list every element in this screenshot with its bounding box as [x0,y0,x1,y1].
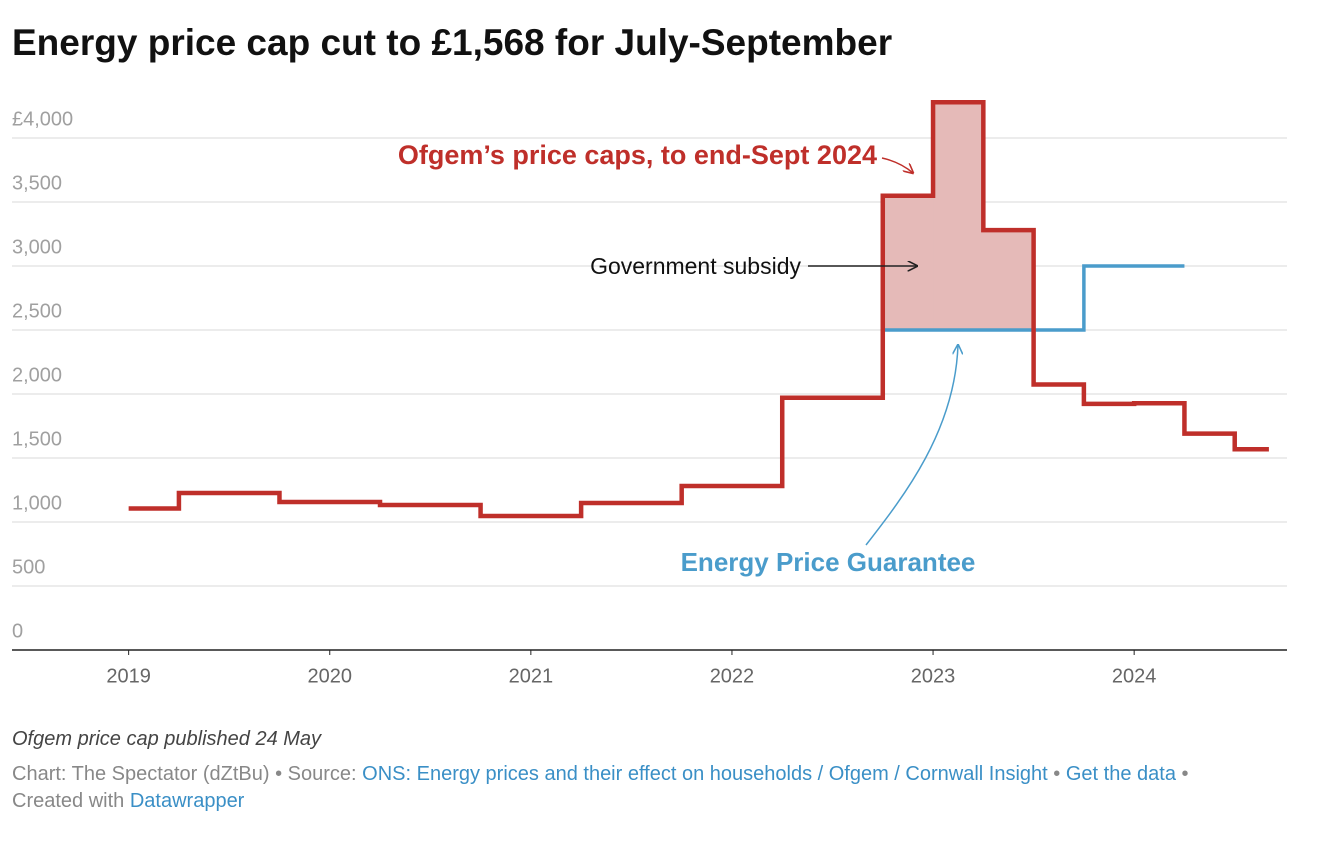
subsidy-area [983,230,1035,330]
separator: • [1053,763,1061,785]
y-tick-label: 500 [12,556,45,578]
separator: • [1181,763,1189,785]
y-tick-label: 3,000 [12,236,62,258]
x-tick-label: 2019 [106,665,151,687]
y-tick-label: 1,000 [12,492,62,514]
separator: • [275,763,283,785]
y-tick-label: 2,500 [12,300,62,322]
source-link[interactable]: ONS: Energy prices and their effect on h… [362,763,1048,785]
y-tick-label: 1,500 [12,428,62,450]
subsidy-area [882,195,934,330]
arrow [865,345,958,546]
y-tick-label: 3,500 [12,172,62,194]
byline: Chart: The Spectator (dZtBu) [12,763,270,785]
annotation: Government subsidy [590,253,801,279]
series-label: Ofgem’s price caps, to end-Sept 2024 [398,140,877,170]
y-tick-label: £4,000 [12,108,73,130]
footer: Ofgem price cap published 24 May Chart: … [12,728,1252,815]
x-tick-label: 2020 [307,665,352,687]
data-link[interactable]: Get the data [1065,763,1176,785]
tool-link[interactable]: Datawrapper [129,790,245,812]
subsidy-area [933,102,984,331]
series-line [128,100,1269,519]
chart: Energy price cap cut to £1,568 for July-… [12,22,1287,687]
x-tick-label: 2022 [710,665,755,687]
x-tick-label: 2023 [911,665,956,687]
x-tick-label: 2024 [1112,665,1157,687]
series-line [882,264,1185,332]
note: Ofgem price cap published 24 May [12,728,322,750]
chart-title: Energy price cap cut to £1,568 for July-… [12,22,892,63]
source-label: Source: [287,763,357,785]
credit: Chart: The Spectator (dZtBu) • Source: O… [12,761,1252,815]
y-tick-label: 2,000 [12,364,62,386]
y-tick-label: 0 [12,620,23,642]
created-with: Created with [12,790,125,812]
arrow [881,157,913,173]
series-label: Energy Price Guarantee [681,547,976,577]
x-tick-label: 2021 [509,665,554,687]
